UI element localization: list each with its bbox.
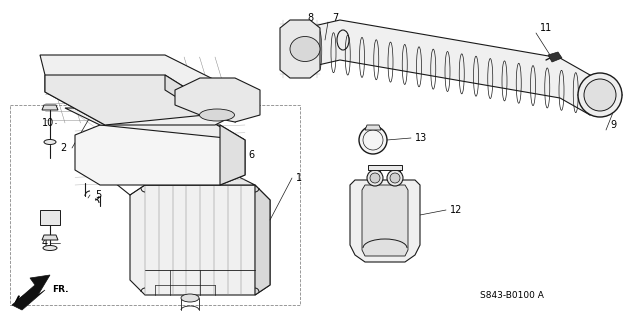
Text: 10: 10 <box>42 118 54 128</box>
Polygon shape <box>40 55 235 125</box>
Text: 8: 8 <box>307 13 313 23</box>
Circle shape <box>367 170 383 186</box>
Text: 5: 5 <box>95 190 101 200</box>
Text: 2: 2 <box>60 143 67 153</box>
Polygon shape <box>365 125 381 130</box>
Text: 13: 13 <box>415 133 428 143</box>
Polygon shape <box>175 78 260 122</box>
Text: 9: 9 <box>610 120 616 130</box>
Circle shape <box>578 73 622 117</box>
Ellipse shape <box>290 36 320 62</box>
Polygon shape <box>548 52 562 62</box>
Ellipse shape <box>200 109 234 121</box>
Polygon shape <box>75 125 245 185</box>
Polygon shape <box>255 185 270 295</box>
Circle shape <box>359 126 387 154</box>
Polygon shape <box>165 75 205 115</box>
Text: 3: 3 <box>42 213 48 223</box>
Polygon shape <box>220 125 245 185</box>
Polygon shape <box>368 165 402 170</box>
Ellipse shape <box>181 294 199 302</box>
Text: 6: 6 <box>248 150 254 160</box>
Circle shape <box>387 170 403 186</box>
Text: S843-B0100 A: S843-B0100 A <box>480 291 544 300</box>
Circle shape <box>584 79 616 111</box>
Text: 11: 11 <box>540 23 552 33</box>
Polygon shape <box>40 210 60 225</box>
Polygon shape <box>12 275 50 310</box>
Ellipse shape <box>43 246 57 250</box>
Polygon shape <box>45 75 205 125</box>
Circle shape <box>370 173 380 183</box>
Circle shape <box>390 173 400 183</box>
Polygon shape <box>130 185 270 295</box>
Polygon shape <box>350 180 420 262</box>
Text: FR.: FR. <box>52 286 68 294</box>
Polygon shape <box>42 235 58 240</box>
Text: 12: 12 <box>450 205 462 215</box>
Ellipse shape <box>44 139 56 145</box>
Polygon shape <box>65 108 245 140</box>
Polygon shape <box>280 20 320 78</box>
Text: 1: 1 <box>296 173 302 183</box>
Polygon shape <box>305 20 590 115</box>
Text: 7: 7 <box>332 13 339 23</box>
Text: 4: 4 <box>42 238 48 248</box>
Polygon shape <box>80 155 255 185</box>
Polygon shape <box>42 105 58 110</box>
Polygon shape <box>362 185 408 256</box>
